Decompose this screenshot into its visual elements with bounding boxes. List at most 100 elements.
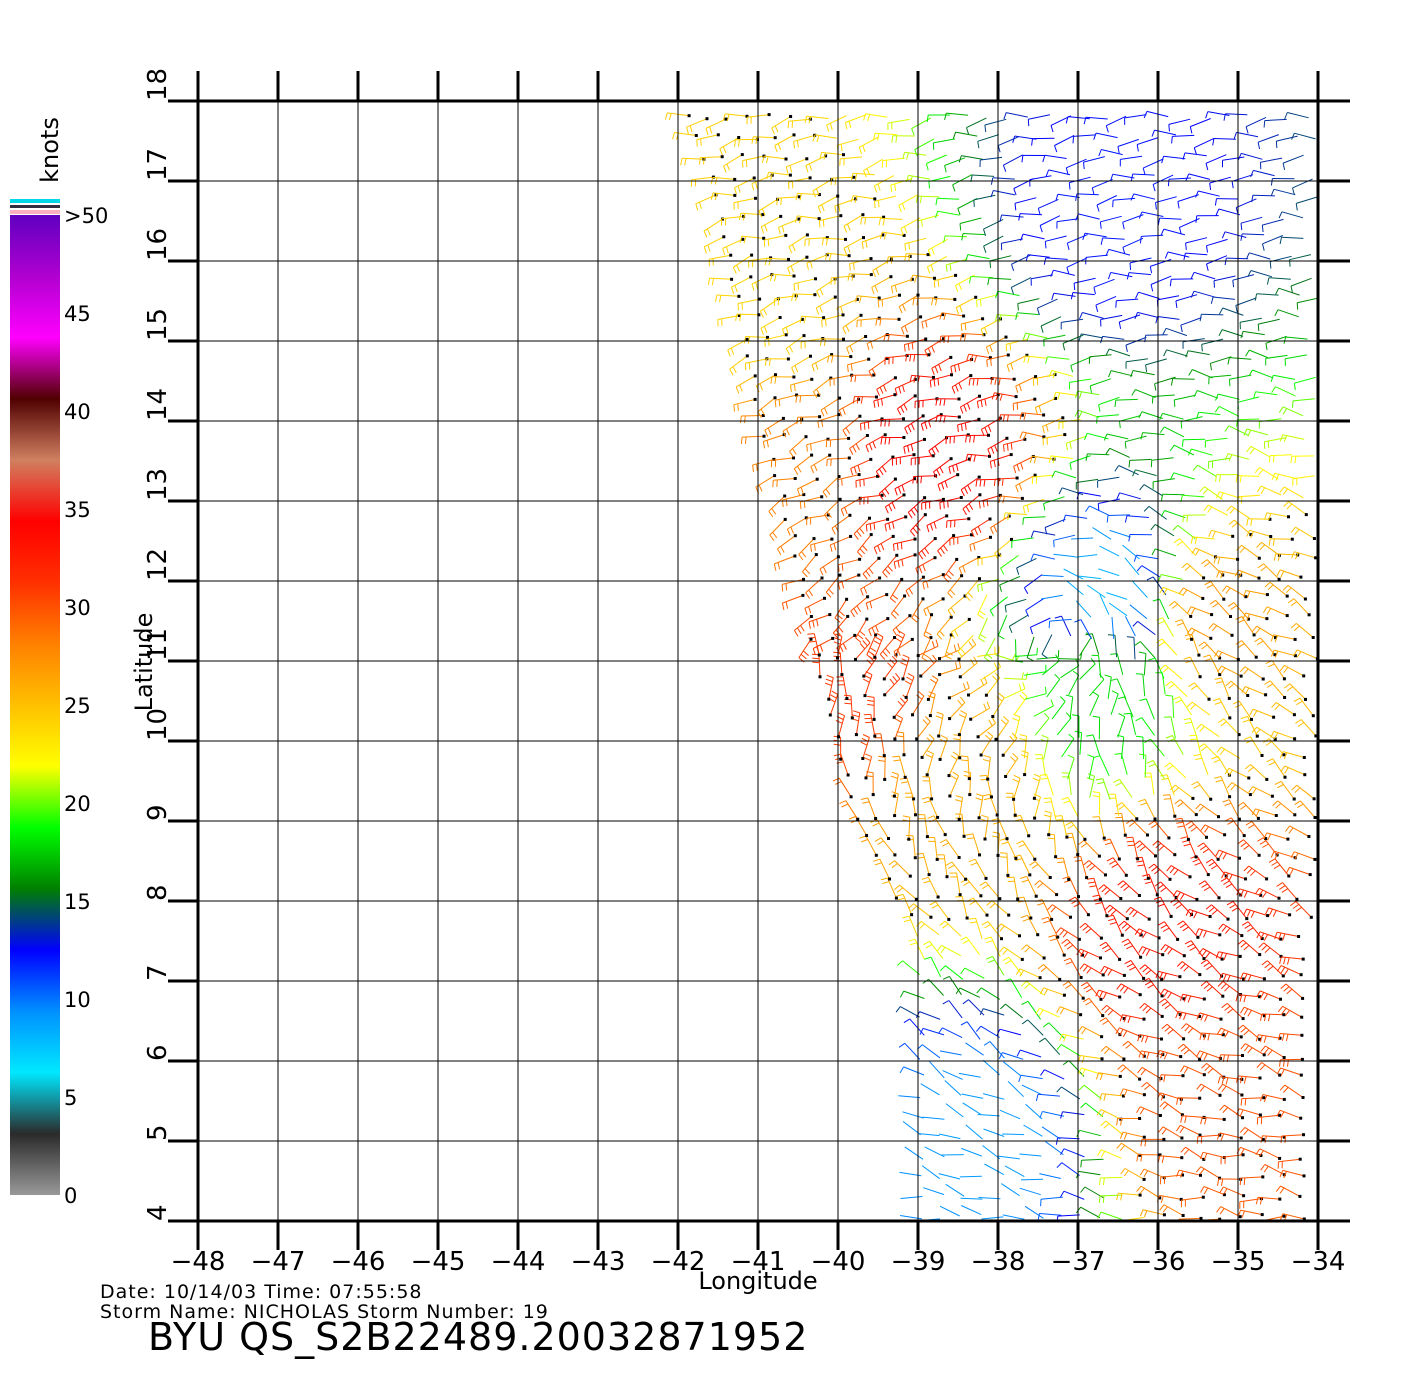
wind-barb-feather: [1203, 962, 1210, 968]
wind-barb-feather: [1279, 237, 1282, 245]
wind-barb-feather: [1100, 237, 1104, 245]
wind-barb-feather: [777, 143, 782, 151]
wind-barb-feather: [1216, 746, 1222, 753]
wind-barb: [1193, 290, 1216, 298]
rain-flag: [873, 734, 877, 738]
wind-barb-feather: [923, 634, 931, 640]
wind-barb-feather: [1038, 405, 1042, 413]
rain-flag: [1119, 1117, 1123, 1121]
rain-flag: [826, 437, 830, 441]
wind-barb-feather: [1258, 942, 1265, 948]
wind-barb: [1225, 113, 1248, 116]
rain-flag: [893, 636, 896, 639]
wind-barb-feather: [871, 368, 876, 376]
wind-barb: [1000, 414, 1023, 416]
wind-barb-feather: [1065, 821, 1072, 826]
wind-barb: [763, 434, 785, 442]
wind-barb: [1145, 358, 1167, 366]
wind-barb-feather: [1050, 906, 1057, 913]
wind-barb-feather: [770, 172, 773, 180]
wind-barb-feather: [1215, 849, 1220, 857]
rain-flag: [969, 717, 973, 721]
wind-barb-feather: [1053, 392, 1057, 400]
wind-barb-feather: [1055, 927, 1062, 934]
wind-barb-feather: [1092, 791, 1100, 794]
rain-flag: [925, 773, 929, 777]
wind-barb-feather: [1126, 963, 1134, 968]
wind-barb-feather: [1119, 1132, 1124, 1139]
wind-barbs: [664, 110, 1318, 1221]
wind-barb-feather: [879, 653, 886, 660]
rain-flag: [754, 196, 757, 200]
wind-barb-feather: [785, 166, 789, 174]
wind-barb-feather: [898, 306, 903, 314]
wind-barb-feather: [1272, 538, 1275, 546]
wind-barb: [1001, 238, 1024, 244]
rain-flag: [864, 335, 868, 338]
wind-barb-feather: [948, 570, 954, 576]
wind-barb-feather: [1063, 1034, 1067, 1042]
wind-barb-feather: [1177, 201, 1180, 209]
wind-barb-feather: [823, 338, 826, 346]
wind-barb-feather: [1216, 491, 1220, 499]
wind-barb: [1000, 495, 1023, 499]
rain-flag: [960, 574, 964, 578]
rain-flag: [1272, 715, 1276, 719]
wind-barb-feather: [955, 285, 959, 293]
wind-barb-feather: [1281, 888, 1289, 893]
wind-barb: [1106, 433, 1129, 440]
wind-barb-feather: [902, 654, 910, 659]
rain-flag: [1004, 335, 1008, 339]
wind-barb-feather: [1056, 1044, 1062, 1051]
wind-barb-feather: [1010, 287, 1014, 295]
wind-barb-feather: [1154, 383, 1157, 391]
rain-flag: [1217, 815, 1220, 819]
wind-barb-feather: [884, 437, 887, 445]
rain-flag: [936, 895, 940, 899]
wind-barb-feather: [1092, 715, 1100, 718]
rain-flag: [1154, 854, 1157, 858]
wind-barb-feather: [1240, 331, 1244, 339]
wind-barb-feather: [1125, 344, 1128, 353]
rain-flag: [1262, 977, 1266, 981]
wind-barb-feather: [960, 1021, 968, 1026]
wind-barb-feather: [898, 486, 902, 494]
rain-flag: [1173, 853, 1177, 857]
wind-barb-feather: [1157, 884, 1164, 890]
wind-barb-feather: [875, 625, 879, 633]
wind-barb-feather: [958, 283, 962, 291]
wind-barb-feather: [1085, 1001, 1092, 1006]
rain-flag: [818, 415, 822, 419]
wind-barb: [1045, 235, 1067, 242]
wind-barb-feather: [986, 900, 993, 906]
wind-barb: [1154, 658, 1165, 679]
wind-barb: [1142, 674, 1146, 697]
wind-barb-feather: [1170, 784, 1176, 791]
wind-barb-feather: [897, 700, 904, 707]
wind-barb-feather: [844, 702, 852, 705]
wind-barb-feather: [735, 386, 740, 394]
wind-barb-feather: [1011, 732, 1018, 739]
wind-barb-feather: [1098, 404, 1101, 412]
wind-barb-feather: [1285, 867, 1290, 874]
rain-flag: [804, 516, 808, 520]
rain-flag: [877, 316, 881, 320]
wind-barb-feather: [1068, 896, 1076, 901]
wind-barb-feather: [1116, 492, 1121, 500]
rain-flag: [752, 176, 756, 180]
wind-barb-feather: [993, 821, 1001, 825]
wind-barb-feather: [1198, 948, 1204, 955]
wind-barb: [939, 738, 948, 760]
wind-barb: [989, 1041, 1005, 1059]
wind-barb-feather: [872, 270, 876, 278]
wind-barb-feather: [1097, 781, 1105, 785]
wind-barb-feather: [791, 244, 796, 252]
wind-barb: [1115, 398, 1138, 401]
wind-barb: [1260, 157, 1283, 163]
colorbar-cap-pink: [10, 210, 60, 214]
colorbar-swatch: [10, 215, 60, 1195]
wind-barb-feather: [1294, 552, 1299, 560]
wind-barb: [1172, 134, 1195, 137]
wind-barb-feather: [802, 571, 808, 578]
